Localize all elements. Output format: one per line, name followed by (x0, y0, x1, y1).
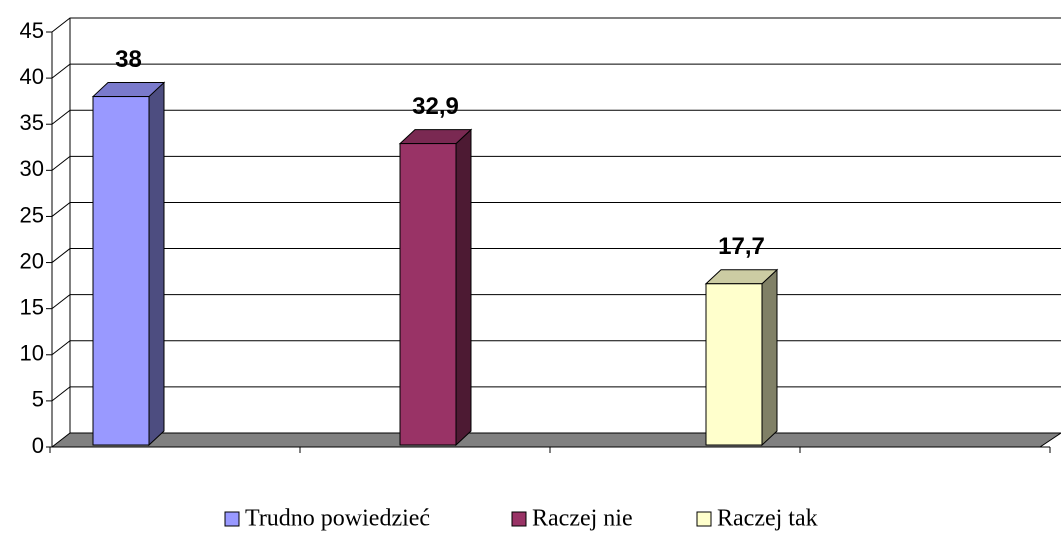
legend-label: Trudno powiedzieć (245, 506, 430, 532)
y-tick-label: 10 (20, 341, 44, 366)
value-label: 17,7 (718, 233, 765, 260)
legend-label: Raczej nie (532, 506, 633, 532)
legend-swatch (224, 511, 240, 527)
grid-line (51, 340, 1061, 356)
y-tick-label: 40 (20, 64, 44, 89)
y-tick-label: 35 (20, 110, 44, 135)
y-tick-label: 0 (32, 433, 44, 458)
y-tick-label: 15 (20, 294, 44, 319)
floor (50, 432, 1061, 448)
y-tick-label: 30 (20, 156, 44, 181)
grid-line (51, 63, 1061, 79)
value-label: 38 (115, 46, 142, 73)
legend-swatch (511, 511, 527, 527)
grid-line (51, 248, 1061, 263)
legend-swatch (696, 511, 712, 527)
y-tick-label: 20 (20, 248, 44, 273)
grid-line (51, 201, 1061, 217)
bar (92, 96, 150, 446)
bar-side (761, 268, 778, 447)
y-tick-label: 25 (20, 202, 44, 227)
legend-label: Raczej tak (717, 506, 818, 532)
y-tick-label: 5 (32, 387, 44, 412)
grid-line (51, 17, 1061, 33)
bar-side (455, 128, 472, 447)
grid-line (51, 155, 1061, 171)
value-label: 32,9 (412, 93, 459, 120)
grid-line (51, 109, 1061, 125)
bar-side (148, 81, 165, 447)
y-tick-label: 45 (20, 18, 44, 43)
grid-line (51, 386, 1061, 402)
grid-line (51, 294, 1061, 310)
bar (705, 283, 763, 446)
bar (399, 143, 457, 446)
